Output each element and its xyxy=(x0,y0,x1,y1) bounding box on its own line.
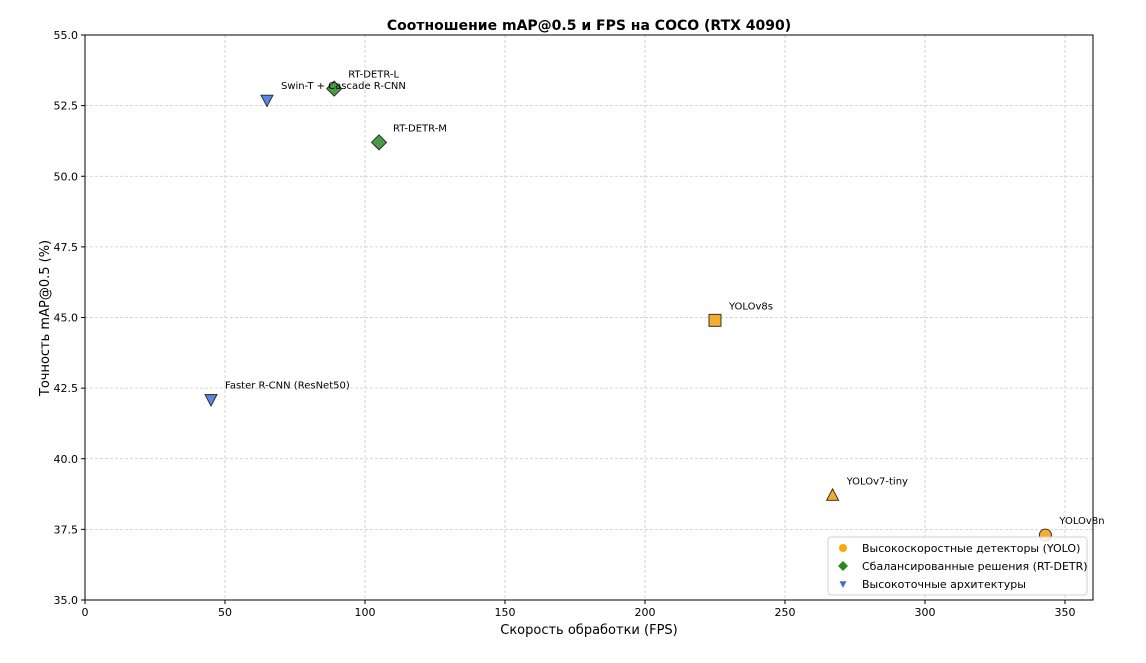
point-label: Faster R-CNN (ResNet50) xyxy=(225,380,350,391)
x-tick-label: 200 xyxy=(635,606,656,619)
y-tick-label: 50.0 xyxy=(54,170,79,183)
y-axis-label: Точность mAP@0.5 (%) xyxy=(38,240,53,397)
point-label: YOLOv8s xyxy=(728,301,773,312)
x-tick-label: 300 xyxy=(915,606,936,619)
data-points: YOLOv8n YOLOv8s YOLOv7-tiny RT-DETR-L RT-DET… xyxy=(204,70,1105,542)
data-point-rt-detr-l xyxy=(326,80,343,97)
legend: Высокоскоростные детекторы (YOLO) Сбаланс… xyxy=(827,536,1088,596)
point-label: Swin-T + Cascade R-CNN xyxy=(281,81,406,92)
axis-ticks: 0 50 100 150 200 250 300 350 35.0 37.5 40.0 42.5 45.… xyxy=(54,29,1076,619)
x-tick-label: 250 xyxy=(775,606,796,619)
legend-label: Сбалансированные решения (RT-DETR) xyxy=(862,560,1088,573)
x-axis-label: Скорость обработки (FPS) xyxy=(500,623,677,638)
y-tick-label: 52.5 xyxy=(54,100,79,113)
data-point-yolov8s xyxy=(708,313,722,327)
data-point-faster-r-cnn-resnet50- xyxy=(204,394,218,407)
legend-marker-diamond xyxy=(838,561,848,571)
x-tick-label: 0 xyxy=(82,606,89,619)
y-tick-label: 55.0 xyxy=(54,29,79,42)
x-tick-label: 50 xyxy=(218,606,232,619)
point-label: YOLOv7-tiny xyxy=(846,476,908,487)
chart-title: Соотношение mAP@0.5 и FPS на COCO (RTX 4… xyxy=(387,18,791,34)
x-tick-label: 150 xyxy=(495,606,516,619)
y-tick-label: 45.0 xyxy=(54,312,79,325)
grid xyxy=(84,34,1093,601)
legend-box xyxy=(827,536,1088,596)
data-point-yolov7-tiny xyxy=(825,487,840,501)
y-tick-label: 42.5 xyxy=(54,382,79,395)
data-point-rt-detr-m xyxy=(370,134,388,151)
y-tick-label: 35.0 xyxy=(54,594,79,607)
y-tick-label: 47.5 xyxy=(54,241,79,254)
point-label: RT-DETR-M xyxy=(393,123,447,134)
y-tick-label: 37.5 xyxy=(54,523,79,536)
legend-marker-circle xyxy=(839,544,847,552)
y-tick-label: 40.0 xyxy=(54,453,79,466)
point-label: YOLOv8n xyxy=(1058,516,1104,527)
legend-label: Высокоскоростные детекторы (YOLO) xyxy=(862,542,1080,555)
legend-marker-triangle-down xyxy=(839,581,847,588)
data-point-swin-t-cascade-r-cnn xyxy=(260,94,274,108)
point-label: RT-DETR-L xyxy=(348,70,399,81)
legend-label: Высокоточные архитектуры xyxy=(862,578,1026,591)
x-tick-label: 100 xyxy=(355,606,376,619)
x-tick-label: 350 xyxy=(1055,606,1076,619)
